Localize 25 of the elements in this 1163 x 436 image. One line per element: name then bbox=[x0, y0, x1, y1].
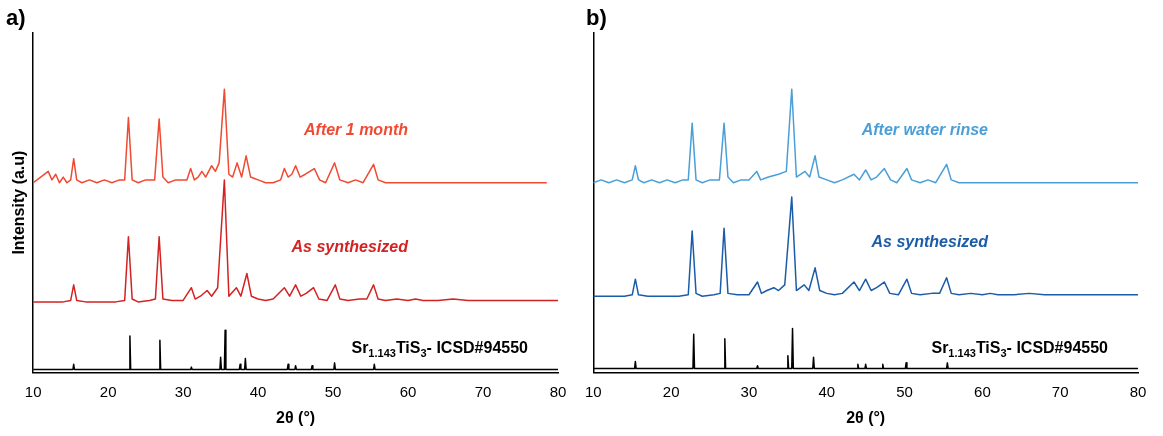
x-tick-label: 70 bbox=[1051, 382, 1069, 400]
series-label: As synthesized bbox=[290, 238, 410, 256]
x-axis-title: 2θ (°) bbox=[846, 408, 886, 426]
x-tick-label: 60 bbox=[974, 382, 991, 400]
x-tick-label: 70 bbox=[474, 382, 492, 400]
series-label: As synthesized bbox=[870, 232, 990, 250]
x-tick-label: 50 bbox=[896, 382, 913, 400]
x-tick-label: 50 bbox=[324, 382, 342, 400]
y-axis-title: Intensity (a.u) bbox=[10, 150, 28, 255]
series-label: After 1 month bbox=[303, 120, 409, 138]
x-tick-label: 30 bbox=[174, 382, 192, 400]
x-tick-label: 20 bbox=[662, 382, 680, 400]
x-tick-label: 80 bbox=[1129, 382, 1147, 400]
x-tick-label: 10 bbox=[24, 382, 42, 400]
x-tick-label: 80 bbox=[549, 382, 567, 400]
x-tick-label: 30 bbox=[740, 382, 758, 400]
x-tick-label: 60 bbox=[399, 382, 417, 400]
x-tick-label: 10 bbox=[585, 382, 602, 400]
chart-title: b) bbox=[586, 5, 607, 31]
x-axis-title: 2θ (°) bbox=[276, 408, 316, 426]
x-tick-label: 20 bbox=[99, 382, 117, 400]
text: After water rinse bbox=[860, 120, 989, 138]
x-tick-label: 40 bbox=[249, 382, 267, 400]
x-tick-label: 40 bbox=[818, 382, 836, 400]
chart-title: a) bbox=[6, 5, 26, 31]
